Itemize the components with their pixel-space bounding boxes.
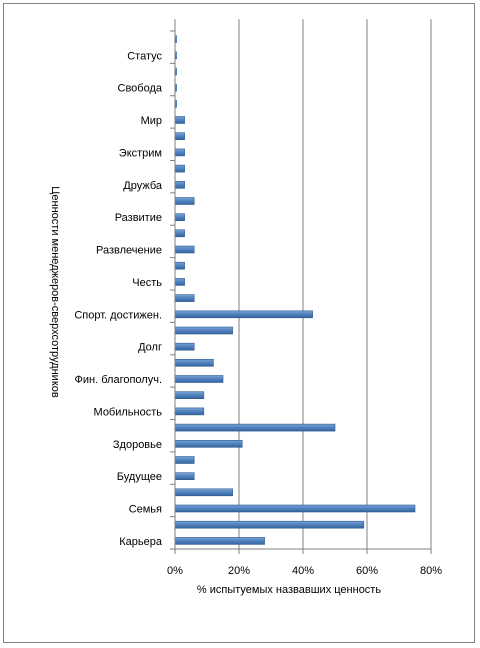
- bar: [174, 472, 195, 481]
- bar: [174, 278, 185, 286]
- bar: [174, 326, 233, 335]
- category-label: Мобильность: [94, 406, 163, 418]
- bar: [174, 181, 185, 189]
- bar: [174, 245, 195, 254]
- x-tick-label: 20%: [228, 565, 250, 577]
- category-label: Долг: [138, 342, 162, 354]
- category-label: Карьера: [119, 536, 163, 548]
- bar: [174, 229, 185, 238]
- category-label: Спорт. достижен.: [74, 309, 162, 321]
- category-label: Семья: [129, 504, 162, 516]
- y-axis-title: Ценности менеджеров-сверхсотрудников: [49, 186, 61, 398]
- category-label: Мир: [141, 115, 162, 127]
- bar-chart: Карьера Семья Будущее Здоровье Мобильность Фи…: [49, 19, 442, 596]
- x-axis-title: % испытуемых назвавших ценность: [197, 584, 381, 596]
- x-tick-label: 0%: [167, 565, 183, 577]
- bar: [174, 407, 205, 416]
- bar: [174, 261, 185, 270]
- bar: [174, 197, 195, 205]
- gridlines: [238, 19, 432, 549]
- chart-frame: Карьера Семья Будущее Здоровье Мобильность Фи…: [3, 3, 475, 643]
- category-label: Будущее: [117, 471, 162, 483]
- bar: [174, 358, 214, 367]
- bar: [174, 391, 205, 400]
- category-label: Честь: [132, 277, 162, 289]
- category-label: Свобода: [118, 83, 163, 95]
- bar: [174, 504, 416, 513]
- bar: [174, 537, 265, 545]
- x-tick-label: 60%: [356, 565, 378, 577]
- bar: [174, 310, 313, 319]
- category-label: Фин. благополуч.: [75, 374, 162, 386]
- bar: [174, 213, 185, 221]
- bar: [174, 439, 243, 448]
- category-label: Статус: [127, 50, 162, 62]
- bar: [174, 294, 195, 302]
- bar: [174, 148, 185, 157]
- category-label: Дружба: [123, 180, 163, 192]
- category-label: Развитие: [115, 212, 162, 224]
- x-tick-label: 40%: [292, 565, 314, 577]
- bar: [174, 488, 233, 497]
- bar: [174, 520, 365, 529]
- axes: [170, 19, 432, 554]
- bar: [174, 164, 185, 173]
- bars: [174, 35, 416, 545]
- category-label: Экстрим: [119, 147, 162, 159]
- bar: [174, 456, 195, 464]
- x-tick-label: 80%: [420, 565, 442, 577]
- category-label: Здоровье: [113, 439, 162, 451]
- category-labels: Карьера Семья Будущее Здоровье Мобильность Фи…: [74, 50, 163, 548]
- bar: [174, 132, 185, 140]
- category-label: Развлечение: [96, 245, 162, 257]
- bar: [174, 116, 185, 124]
- x-tick-labels: 0% 20% 40% 60% 80%: [167, 565, 442, 577]
- bar: [174, 375, 224, 383]
- bar: [174, 423, 336, 432]
- bar: [174, 342, 195, 351]
